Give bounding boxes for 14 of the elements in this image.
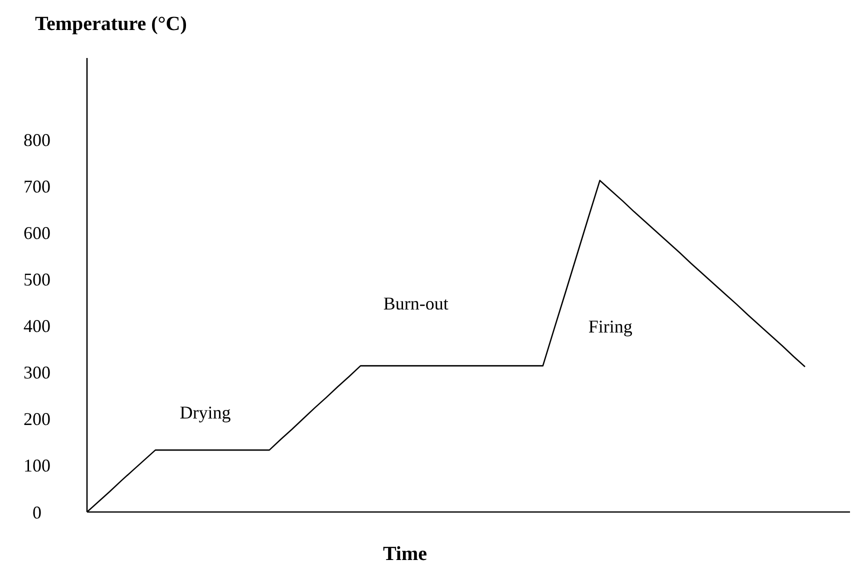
y-tick-label: 0	[32, 502, 42, 522]
y-tick-label: 600	[24, 222, 50, 243]
annotation: Firing	[588, 316, 632, 336]
annotation: Burn-out	[383, 293, 448, 314]
y-tick-label: 500	[24, 269, 50, 290]
y-tick-label: 100	[24, 456, 50, 476]
y-axis-title: Temperature (°C)	[35, 13, 187, 35]
y-tick-label: 300	[24, 362, 50, 383]
annotation: Drying	[180, 402, 231, 422]
x-axis-title: Time	[382, 543, 428, 565]
y-tick-label: 800	[24, 130, 50, 150]
y-tick-label: 700	[24, 176, 50, 196]
y-tick-label: 200	[24, 409, 50, 430]
y-tick-label: 400	[24, 316, 50, 336]
